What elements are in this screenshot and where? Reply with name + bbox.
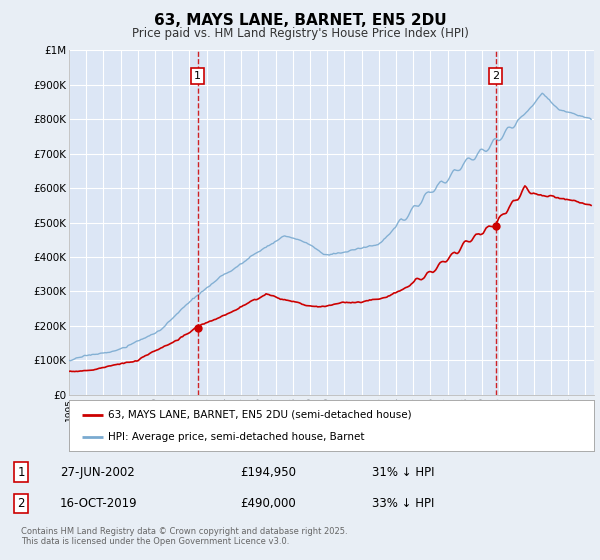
Text: 63, MAYS LANE, BARNET, EN5 2DU (semi-detached house): 63, MAYS LANE, BARNET, EN5 2DU (semi-det… [109, 409, 412, 419]
Text: HPI: Average price, semi-detached house, Barnet: HPI: Average price, semi-detached house,… [109, 432, 365, 442]
Text: 16-OCT-2019: 16-OCT-2019 [60, 497, 137, 510]
Text: 27-JUN-2002: 27-JUN-2002 [60, 465, 135, 479]
Text: 1: 1 [17, 465, 25, 479]
Text: 63, MAYS LANE, BARNET, EN5 2DU: 63, MAYS LANE, BARNET, EN5 2DU [154, 13, 446, 29]
Text: £194,950: £194,950 [240, 465, 296, 479]
Text: 1: 1 [194, 71, 201, 81]
Text: 2: 2 [17, 497, 25, 510]
Text: Price paid vs. HM Land Registry's House Price Index (HPI): Price paid vs. HM Land Registry's House … [131, 27, 469, 40]
Text: 31% ↓ HPI: 31% ↓ HPI [372, 465, 434, 479]
Text: 2: 2 [492, 71, 499, 81]
Text: £490,000: £490,000 [240, 497, 296, 510]
Text: 33% ↓ HPI: 33% ↓ HPI [372, 497, 434, 510]
Text: Contains HM Land Registry data © Crown copyright and database right 2025.
This d: Contains HM Land Registry data © Crown c… [21, 527, 347, 547]
